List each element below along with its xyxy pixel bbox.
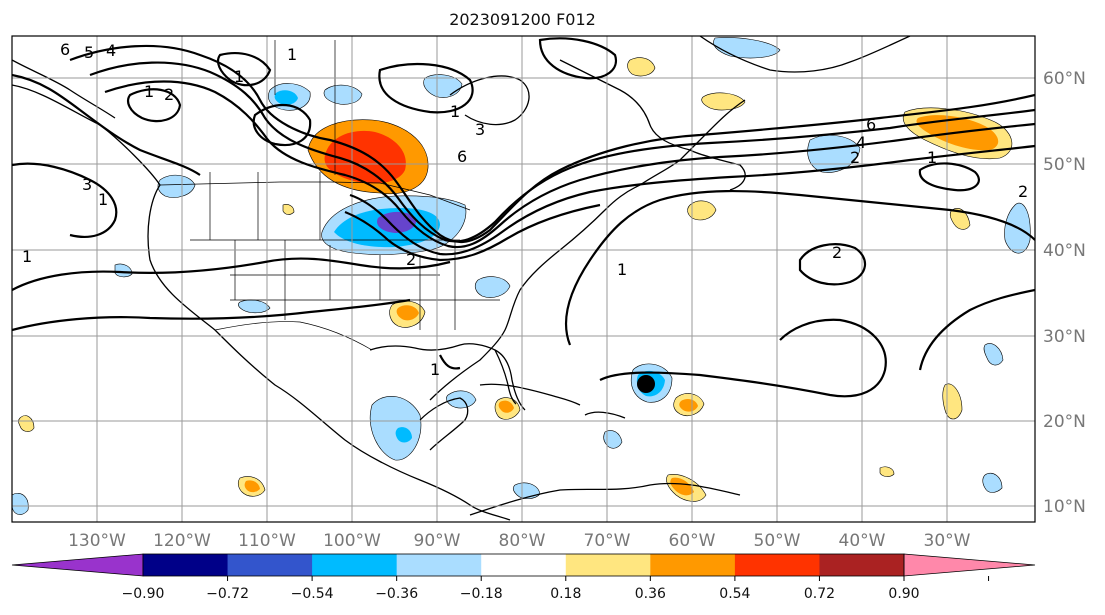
yucatan bbox=[419, 397, 469, 451]
contour-lines bbox=[12, 37, 1035, 398]
contour-label: 3 bbox=[82, 175, 92, 194]
colorbar-tick-label: 0.36 bbox=[635, 586, 666, 602]
contour-label: 1 bbox=[234, 67, 244, 86]
gulf-coast bbox=[369, 343, 526, 411]
lat-label: 10°N bbox=[1043, 497, 1086, 517]
colorbar-extend-high bbox=[903, 553, 1036, 577]
contour-label: 6 bbox=[60, 40, 70, 59]
lon-label: 60°W bbox=[669, 531, 716, 551]
contour-label: 2 bbox=[850, 148, 860, 167]
colorbar-tick-label: −0.36 bbox=[375, 586, 418, 602]
contour-label: 4 bbox=[106, 41, 116, 60]
contour-label: 6 bbox=[866, 115, 876, 134]
graticule bbox=[12, 36, 1035, 522]
colorbar-segment bbox=[481, 554, 567, 576]
lat-label: 30°N bbox=[1043, 327, 1086, 347]
map-title: 2023091200 F012 bbox=[449, 10, 596, 29]
colorbar-segment bbox=[650, 554, 736, 576]
latitude-labels: 60°N 50°N 40°N 30°N 20°N 10°N bbox=[1043, 69, 1086, 517]
lon-label: 40°W bbox=[839, 531, 886, 551]
lon-label: 110°W bbox=[238, 531, 296, 551]
lat-label: 50°N bbox=[1043, 155, 1086, 175]
alaska bbox=[12, 59, 116, 119]
contour-label: 1 bbox=[450, 102, 460, 121]
lat-label: 20°N bbox=[1043, 412, 1086, 432]
hudson-bay bbox=[449, 75, 530, 126]
contour-label: 1 bbox=[927, 148, 937, 167]
colorbar-segment bbox=[819, 554, 905, 576]
contour-label: 2 bbox=[832, 243, 842, 262]
lon-label: 130°W bbox=[68, 531, 126, 551]
colorbar-tick-label: 0.54 bbox=[719, 586, 750, 602]
colorbar-tick-label: −0.90 bbox=[122, 586, 165, 602]
lon-label: 80°W bbox=[499, 531, 546, 551]
contour-labels: 6 5 4 1 2 1 3 1 1 3 6 1 2 1 6 4 2 1 2 2 … bbox=[22, 40, 1028, 379]
longitude-labels: 130°W 120°W 110°W 100°W 90°W 80°W 70°W 6… bbox=[68, 531, 971, 551]
colorbar-outline bbox=[142, 553, 905, 577]
colorbar-tick-label: −0.72 bbox=[206, 586, 249, 602]
colorbar-segment bbox=[396, 554, 482, 576]
contour-label: 5 bbox=[84, 43, 94, 62]
colorbar-tick-label: −0.54 bbox=[291, 586, 334, 602]
colorbar-tick-label: 0.18 bbox=[550, 586, 581, 602]
contour-label: 2 bbox=[406, 250, 416, 269]
political-borders bbox=[159, 40, 500, 351]
colorbar-segment bbox=[734, 554, 820, 576]
greenland bbox=[699, 36, 911, 73]
contour-label: 1 bbox=[22, 247, 32, 266]
lon-label: 70°W bbox=[584, 531, 631, 551]
colorbar-segment bbox=[312, 554, 398, 576]
colorbar-segment bbox=[143, 554, 229, 576]
lon-label: 120°W bbox=[153, 531, 211, 551]
contour-label: 1 bbox=[98, 190, 108, 209]
colorbar-extend-low bbox=[11, 553, 144, 577]
cuba bbox=[479, 383, 581, 406]
contour-label: 2 bbox=[164, 85, 174, 104]
contour-label: 4 bbox=[856, 133, 866, 152]
contour-label: 1 bbox=[144, 82, 154, 101]
lon-label: 30°W bbox=[924, 531, 971, 551]
colorbar-tick-label: −0.18 bbox=[460, 586, 503, 602]
colorbar-segment bbox=[227, 554, 313, 576]
contour-label: 1 bbox=[617, 260, 627, 279]
colorbar-tick-label: 0.72 bbox=[804, 586, 835, 602]
lon-label: 100°W bbox=[323, 531, 381, 551]
colorbar: −0.90 −0.72 −0.54 −0.36 −0.18 0.18 0.36 0.54 0.7… bbox=[11, 553, 1036, 602]
coastlines bbox=[12, 36, 911, 521]
hispaniola bbox=[584, 411, 626, 419]
colorbar-segment bbox=[565, 554, 651, 576]
south-america bbox=[469, 482, 741, 516]
contour-label: 6 bbox=[457, 147, 467, 166]
colorbar-tick-label: 0.90 bbox=[888, 586, 919, 602]
lat-label: 40°N bbox=[1043, 241, 1086, 261]
storm-center-dot bbox=[637, 375, 655, 393]
lon-label: 50°W bbox=[754, 531, 801, 551]
contour-label: 1 bbox=[430, 360, 440, 379]
north-america-west-coast bbox=[12, 84, 511, 521]
lat-label: 60°N bbox=[1043, 69, 1086, 89]
contour-label: 1 bbox=[287, 45, 297, 64]
contour-label: 2 bbox=[1018, 182, 1028, 201]
map-frame bbox=[11, 35, 1036, 523]
map-background bbox=[12, 36, 1035, 522]
lon-label: 90°W bbox=[414, 531, 461, 551]
contour-label: 3 bbox=[475, 120, 485, 139]
